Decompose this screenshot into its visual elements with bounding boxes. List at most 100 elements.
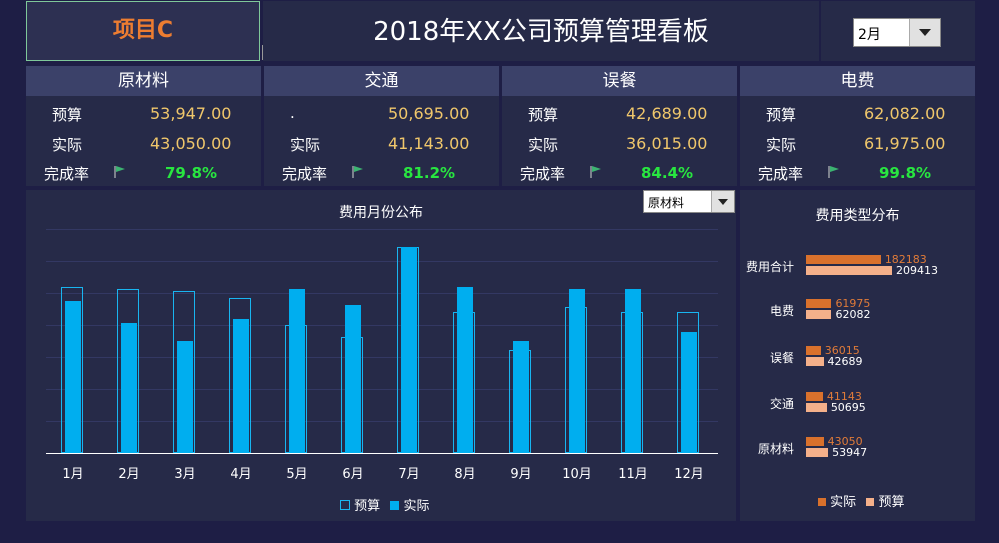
category-select-arrow[interactable]: [711, 191, 734, 212]
budget-value: 53,947.00: [150, 104, 232, 123]
type-category-label: 费用合计: [745, 260, 794, 274]
kpi-card-title: 误餐: [502, 66, 737, 96]
gridline: [46, 325, 718, 326]
actual-value-label: 61975: [835, 297, 871, 310]
type-chart-panel: [740, 190, 975, 521]
type-category-label: 误餐: [769, 351, 794, 365]
x-tick-label: 4月: [230, 467, 252, 482]
actual-bar: [401, 246, 417, 453]
category-select-value: 原材料: [648, 196, 685, 210]
actual-value-label: 36015: [824, 344, 860, 357]
x-tick-label: 6月: [342, 467, 364, 482]
gridline: [46, 357, 718, 358]
actual-value-label: 43050: [827, 435, 863, 448]
x-tick-label: 1月: [62, 467, 84, 482]
budget-label: 预算: [528, 106, 559, 124]
x-tick-label: 12月: [674, 467, 704, 482]
budget-hbar: [806, 357, 824, 366]
type-chart-title: 费用类型分布: [815, 208, 900, 224]
flag-icon: [589, 164, 603, 183]
actual-hbar: [806, 437, 824, 446]
legend-budget-label: 预算: [354, 499, 381, 514]
kpi-card: 误餐 预算 42,689.00 实际 36,015.00 完成率 84.4%: [502, 66, 737, 186]
x-axis-line: [46, 453, 718, 454]
rate-label: 完成率: [520, 165, 566, 183]
budget-value-label: 209413: [896, 264, 938, 277]
flag-icon: [827, 164, 841, 183]
legend-actual-swatch: [390, 501, 400, 510]
rate-value: 84.4%: [641, 164, 694, 182]
type-category-label: 原材料: [757, 442, 794, 456]
rate-value: 81.2%: [403, 164, 456, 182]
project-cell[interactable]: 项目C: [26, 1, 260, 61]
rate-label: 完成率: [758, 165, 804, 183]
kpi-card: 原材料 预算 53,947.00 实际 43,050.00 完成率 79.8%: [26, 66, 261, 186]
title-bar: 2018年XX公司预算管理看板: [263, 1, 819, 61]
budget-value-label: 50695: [830, 401, 866, 414]
actual-bar: [233, 318, 249, 453]
budget-hbar: [806, 403, 827, 412]
gridline: [46, 229, 718, 230]
type-category-label: 交通: [769, 397, 794, 411]
category-select[interactable]: 原材料: [643, 190, 735, 213]
actual-bar: [681, 332, 697, 453]
actual-hbar: [806, 346, 821, 355]
type-category-label: 电费: [769, 304, 794, 318]
legend-actual-label: 实际: [830, 495, 857, 510]
actual-bar: [177, 341, 193, 453]
budget-hbar: [806, 310, 832, 319]
x-tick-label: 9月: [510, 467, 532, 482]
kpi-card-title: 原材料: [26, 66, 261, 96]
budget-label: 预算: [766, 106, 797, 124]
month-select[interactable]: 2月: [853, 18, 941, 47]
kpi-card: 电费 预算 62,082.00 实际 61,975.00 完成率 99.8%: [740, 66, 975, 186]
actual-bar: [569, 289, 585, 453]
actual-value: 36,015.00: [626, 134, 708, 153]
monthly-chart-title: 费用月份公布: [339, 205, 423, 221]
actual-bar: [289, 289, 305, 453]
actual-bar: [457, 287, 473, 453]
actual-label: 实际: [52, 136, 83, 154]
actual-value: 61,975.00: [864, 134, 946, 153]
x-tick-label: 3月: [174, 467, 196, 482]
gridline: [46, 421, 718, 422]
actual-hbar: [806, 299, 832, 308]
flag-icon: [351, 164, 365, 183]
legend-budget-swatch: [340, 500, 350, 510]
budget-value: 50,695.00: [388, 104, 470, 123]
month-select-arrow[interactable]: [909, 19, 940, 46]
month-select-value: 2月: [858, 27, 881, 43]
monthly-chart-panel: [26, 190, 736, 521]
type-legend: 实际 预算: [818, 491, 904, 510]
budget-label: .: [290, 104, 295, 122]
actual-bar: [625, 289, 641, 453]
actual-value-label: 41143: [826, 390, 862, 403]
x-tick-label: 5月: [286, 467, 308, 482]
chevron-down-icon: [718, 199, 728, 205]
actual-hbar: [806, 392, 823, 401]
actual-bar: [121, 323, 137, 453]
x-tick-label: 8月: [454, 467, 476, 482]
legend-budget-swatch: [866, 498, 875, 506]
actual-value: 43,050.00: [150, 134, 232, 153]
rate-label: 完成率: [44, 165, 90, 183]
actual-value-label: 182183: [884, 253, 927, 266]
budget-value-label: 53947: [832, 446, 868, 459]
actual-bar: [65, 300, 81, 453]
budget-label: 预算: [52, 106, 83, 124]
legend-actual-label: 实际: [403, 499, 430, 514]
actual-value: 41,143.00: [388, 134, 470, 153]
budget-value: 42,689.00: [626, 104, 708, 123]
actual-label: 实际: [528, 136, 559, 154]
x-tick-label: 2月: [118, 467, 140, 482]
budget-value-label: 42689: [827, 355, 863, 368]
rate-value: 79.8%: [165, 164, 218, 182]
rate-value: 99.8%: [879, 164, 932, 182]
actual-bar: [513, 341, 529, 453]
rate-label: 完成率: [282, 165, 328, 183]
budget-hbar: [806, 266, 892, 275]
monthly-legend: 预算 实际: [340, 495, 429, 514]
actual-label: 实际: [766, 136, 797, 154]
chevron-down-icon: [919, 29, 931, 36]
legend-budget-label: 预算: [878, 495, 905, 510]
